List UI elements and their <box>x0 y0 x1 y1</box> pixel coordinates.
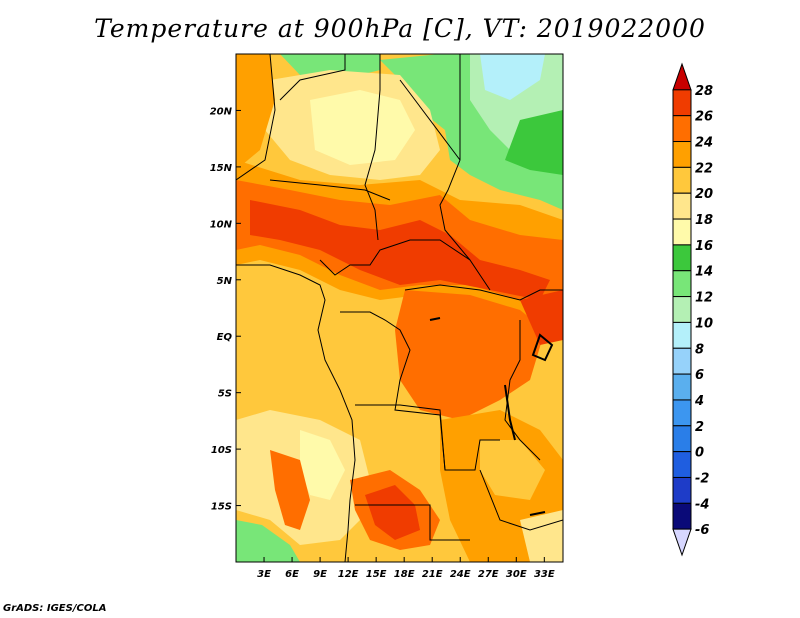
border-west-sahara <box>236 54 276 181</box>
border-congo-drc <box>340 311 446 471</box>
colorbar-segment <box>672 296 692 323</box>
colorbar-label: 12 <box>695 291 713 306</box>
border-nigeria-car <box>319 239 491 291</box>
colorbar-label: 0 <box>695 446 704 461</box>
coastlines-borders <box>236 54 563 562</box>
field-central-hot <box>395 290 545 420</box>
colorbar-segment <box>672 270 692 298</box>
field-sw-cool <box>236 520 300 562</box>
y-tick-label: 10N <box>210 219 233 230</box>
colorbar-label: 2 <box>695 420 704 435</box>
y-tick-label: EQ <box>217 332 233 343</box>
x-tick-label: 24E <box>450 569 471 580</box>
y-tick-label: 10S <box>211 445 232 456</box>
colorbar-segment <box>672 425 692 453</box>
colorbar-segment <box>672 141 692 168</box>
field-warm-west <box>236 54 275 170</box>
border-mali-niger <box>269 179 391 201</box>
colorbar-label: -2 <box>695 471 709 486</box>
colorbar-label: 26 <box>695 110 713 125</box>
field-sw-palest <box>300 430 345 500</box>
x-tick-label: 27E <box>478 569 499 580</box>
border-car-drc <box>404 284 563 301</box>
colorbar-segment <box>672 192 692 220</box>
y-tick-label: 20N <box>210 106 233 117</box>
y-tick-label: 5S <box>218 389 232 400</box>
colorbar-segment <box>672 218 692 246</box>
colorbar-segment <box>672 502 692 530</box>
field-se-lighter <box>480 440 545 500</box>
colorbar-segment <box>672 451 692 478</box>
colorbar-label: 22 <box>695 161 713 176</box>
colorbar-bottom-triangle <box>672 528 692 557</box>
colorbar-segment <box>672 476 692 504</box>
border-niger-chad <box>364 54 381 241</box>
x-tick-label: 3E <box>257 569 271 580</box>
x-tick-label: 9E <box>313 569 327 580</box>
atlantic-coastline <box>236 264 356 562</box>
colorbar-segment <box>672 399 692 427</box>
border-zambia-zimbabwe <box>479 469 563 531</box>
field-green-ne <box>505 110 563 175</box>
grads-credit: GrADS: IGES/COLA <box>3 603 107 614</box>
x-tick-label: 21E <box>422 569 443 580</box>
x-tick-label: 18E <box>394 569 415 580</box>
y-tick-label: 15N <box>210 163 233 174</box>
colorbar-segment <box>672 115 692 143</box>
colorbar-label: -4 <box>695 497 709 512</box>
field-hottest-band-28 <box>250 200 550 300</box>
colorbar-label: 18 <box>695 213 713 228</box>
x-tick-label: 12E <box>338 569 359 580</box>
map-title: Temperature at 900hPa [C], VT: 201902200… <box>94 14 706 43</box>
y-tick-label: 15S <box>211 502 232 513</box>
river-congo-patch <box>429 317 441 321</box>
colorbar-segment <box>672 373 692 401</box>
temperature-field <box>236 54 563 562</box>
colorbar-label: -6 <box>695 523 709 538</box>
colorbar-label: 8 <box>695 342 704 357</box>
x-tick-label: 15E <box>366 569 387 580</box>
lake-victoria <box>531 333 554 362</box>
colorbar-label: 4 <box>694 394 704 409</box>
colorbar-label: 20 <box>695 187 713 202</box>
x-tick-label: 30E <box>506 569 527 580</box>
colorbar-segment <box>672 347 692 375</box>
border-chad-sudan <box>439 54 471 261</box>
border-angola-zambia <box>355 404 500 471</box>
colorbar-top-triangle <box>672 62 692 91</box>
lake-tanganyika <box>504 384 516 441</box>
x-tick-label: 6E <box>285 569 299 580</box>
colorbar-segment <box>672 89 692 117</box>
colorbar-label: 28 <box>695 84 713 99</box>
y-tick-label: 5N <box>217 276 233 287</box>
colorbar-segment <box>672 166 692 194</box>
x-tick-label: 33E <box>534 569 555 580</box>
colorbar-label: 10 <box>695 316 713 331</box>
colorbar-segment <box>672 244 692 272</box>
latitude-axis: 20N 15N 10N 5N EQ 5S 10S 15S <box>210 106 241 513</box>
lake-kariba <box>529 511 546 516</box>
colorbar-label: 14 <box>695 265 713 280</box>
field-coldest-ne <box>480 54 545 100</box>
field-sw-hot-tongue <box>270 450 310 530</box>
colorbar-segment <box>672 321 692 349</box>
border-libya-chad <box>399 79 461 161</box>
colorbar-label: 24 <box>695 136 713 151</box>
map-frame <box>235 53 564 563</box>
field-palest-sahara <box>310 90 415 165</box>
border-namibia-botswana <box>355 504 470 541</box>
border-algeria-mali <box>279 54 346 101</box>
field-s-hottest <box>365 485 420 540</box>
colorbar-label: 6 <box>695 368 704 383</box>
longitude-axis: 3E 6E 9E 12E 15E 18E 21E 24E 27E 30E 33E <box>257 557 555 580</box>
field-lakes-hot <box>520 290 563 345</box>
colorbar-label: 16 <box>695 239 713 254</box>
